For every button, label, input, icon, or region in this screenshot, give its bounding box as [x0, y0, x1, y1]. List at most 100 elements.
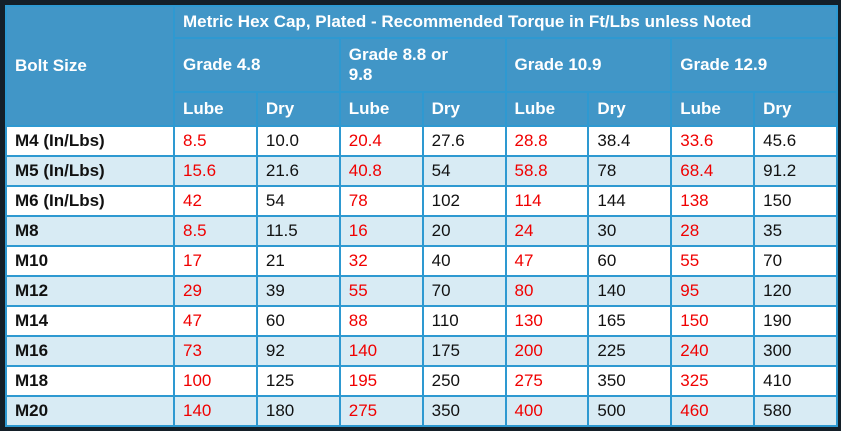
- torque-value-cell: 15.6: [173, 155, 258, 187]
- torque-value-cell: 29: [173, 275, 258, 307]
- torque-value-cell: 190: [753, 305, 839, 337]
- torque-value-cell: 350: [421, 395, 507, 427]
- torque-value-cell: 32: [338, 245, 424, 277]
- bolt-size-cell: M4 (In/Lbs): [5, 125, 175, 157]
- torque-value-cell: 350: [587, 365, 673, 397]
- torque-value-cell: 60: [255, 305, 341, 337]
- table-row: M20 140 180 275 350 400 500 460 580: [5, 395, 839, 427]
- torque-value-cell: 47: [504, 245, 590, 277]
- torque-value-cell: 16: [338, 215, 424, 247]
- grade-group-label: Grade 12.9: [680, 55, 768, 74]
- grade-group-12-9: Grade 12.9: [670, 37, 839, 93]
- torque-value-cell: 95: [670, 275, 756, 307]
- torque-value-cell: 39: [255, 275, 341, 307]
- sub-header-lube: Lube: [670, 91, 756, 127]
- torque-value-cell: 92: [255, 335, 341, 367]
- torque-value-cell: 70: [753, 245, 839, 277]
- torque-table: Bolt Size Metric Hex Cap, Plated - Recom…: [5, 5, 839, 427]
- bolt-size-header: Bolt Size: [5, 5, 175, 127]
- torque-value-cell: 78: [587, 155, 673, 187]
- bolt-size-cell: M10: [5, 245, 175, 277]
- torque-value-cell: 175: [421, 335, 507, 367]
- torque-value-cell: 30: [587, 215, 673, 247]
- table-row: M16 73 92 140 175 200 225 240 300: [5, 335, 839, 367]
- torque-value-cell: 20: [421, 215, 507, 247]
- sub-header-dry: Dry: [421, 91, 507, 127]
- torque-value-cell: 21.6: [255, 155, 341, 187]
- torque-value-cell: 40.8: [338, 155, 424, 187]
- torque-value-cell: 55: [670, 245, 756, 277]
- table-row: M4 (In/Lbs) 8.5 10.0 20.4 27.6 28.8 38.4…: [5, 125, 839, 157]
- table-row: M5 (In/Lbs) 15.6 21.6 40.8 54 58.8 78 68…: [5, 155, 839, 187]
- torque-value-cell: 130: [504, 305, 590, 337]
- sub-header-row: Lube Dry Lube Dry Lube Dry Lube Dry: [6, 91, 839, 127]
- torque-value-cell: 110: [421, 305, 507, 337]
- bolt-size-cell: M6 (In/Lbs): [5, 185, 175, 217]
- torque-value-cell: 275: [338, 395, 424, 427]
- sub-header-lube: Lube: [173, 91, 258, 127]
- torque-value-cell: 140: [338, 335, 424, 367]
- torque-value-cell: 78: [338, 185, 424, 217]
- torque-value-cell: 28: [670, 215, 756, 247]
- grade-group-8-8-9-8: Grade 8.8 or 9.8: [338, 37, 507, 93]
- torque-value-cell: 580: [753, 395, 839, 427]
- torque-value-cell: 80: [504, 275, 590, 307]
- torque-value-cell: 24: [504, 215, 590, 247]
- grade-header-row: Grade 4.8 Grade 8.8 or 9.8 Grade 10.9 Gr…: [6, 37, 839, 93]
- torque-value-cell: 91.2: [753, 155, 839, 187]
- torque-value-cell: 42: [173, 185, 258, 217]
- sub-header-dry: Dry: [255, 91, 341, 127]
- bolt-size-cell: M12: [5, 275, 175, 307]
- torque-value-cell: 165: [587, 305, 673, 337]
- torque-value-cell: 102: [421, 185, 507, 217]
- sub-header-dry: Dry: [587, 91, 673, 127]
- table-row: M18 100 125 195 250 275 350 325 410: [5, 365, 839, 397]
- torque-value-cell: 45.6: [753, 125, 839, 157]
- torque-value-cell: 70: [421, 275, 507, 307]
- bolt-size-cell: M14: [5, 305, 175, 337]
- table-row: M10 17 21 32 40 47 60 55 70: [5, 245, 839, 277]
- torque-value-cell: 195: [338, 365, 424, 397]
- torque-value-cell: 60: [587, 245, 673, 277]
- torque-value-cell: 55: [338, 275, 424, 307]
- torque-value-cell: 410: [753, 365, 839, 397]
- torque-value-cell: 120: [753, 275, 839, 307]
- torque-value-cell: 8.5: [173, 215, 258, 247]
- torque-value-cell: 275: [504, 365, 590, 397]
- torque-value-cell: 225: [587, 335, 673, 367]
- torque-value-cell: 140: [587, 275, 673, 307]
- title-row: Bolt Size Metric Hex Cap, Plated - Recom…: [5, 5, 839, 127]
- torque-value-cell: 20.4: [338, 125, 424, 157]
- torque-value-cell: 17: [173, 245, 258, 277]
- grade-group-label: Grade 4.8: [183, 55, 261, 74]
- table-row: M14 47 60 88 110 130 165 150 190: [5, 305, 839, 337]
- torque-value-cell: 21: [255, 245, 341, 277]
- bolt-size-cell: M16: [5, 335, 175, 367]
- torque-value-cell: 400: [504, 395, 590, 427]
- torque-value-cell: 8.5: [173, 125, 258, 157]
- grade-group-label: Grade 10.9: [514, 55, 602, 74]
- torque-value-cell: 88: [338, 305, 424, 337]
- torque-value-cell: 11.5: [255, 215, 341, 247]
- torque-value-cell: 28.8: [504, 125, 590, 157]
- torque-value-cell: 33.6: [670, 125, 756, 157]
- table-row: M12 29 39 55 70 80 140 95 120: [5, 275, 839, 307]
- torque-value-cell: 138: [670, 185, 756, 217]
- table-row: M6 (In/Lbs) 42 54 78 102 114 144 138 150: [5, 185, 839, 217]
- torque-value-cell: 68.4: [670, 155, 756, 187]
- torque-value-cell: 100: [173, 365, 258, 397]
- torque-value-cell: 38.4: [587, 125, 673, 157]
- torque-value-cell: 150: [670, 305, 756, 337]
- torque-value-cell: 200: [504, 335, 590, 367]
- bolt-size-cell: M5 (In/Lbs): [5, 155, 175, 187]
- torque-value-cell: 54: [421, 155, 507, 187]
- grade-group-10-9: Grade 10.9: [504, 37, 673, 93]
- bolt-size-cell: M18: [5, 365, 175, 397]
- torque-value-cell: 27.6: [421, 125, 507, 157]
- torque-value-cell: 250: [421, 365, 507, 397]
- torque-value-cell: 325: [670, 365, 756, 397]
- torque-value-cell: 300: [753, 335, 839, 367]
- torque-value-cell: 73: [173, 335, 258, 367]
- torque-value-cell: 460: [670, 395, 756, 427]
